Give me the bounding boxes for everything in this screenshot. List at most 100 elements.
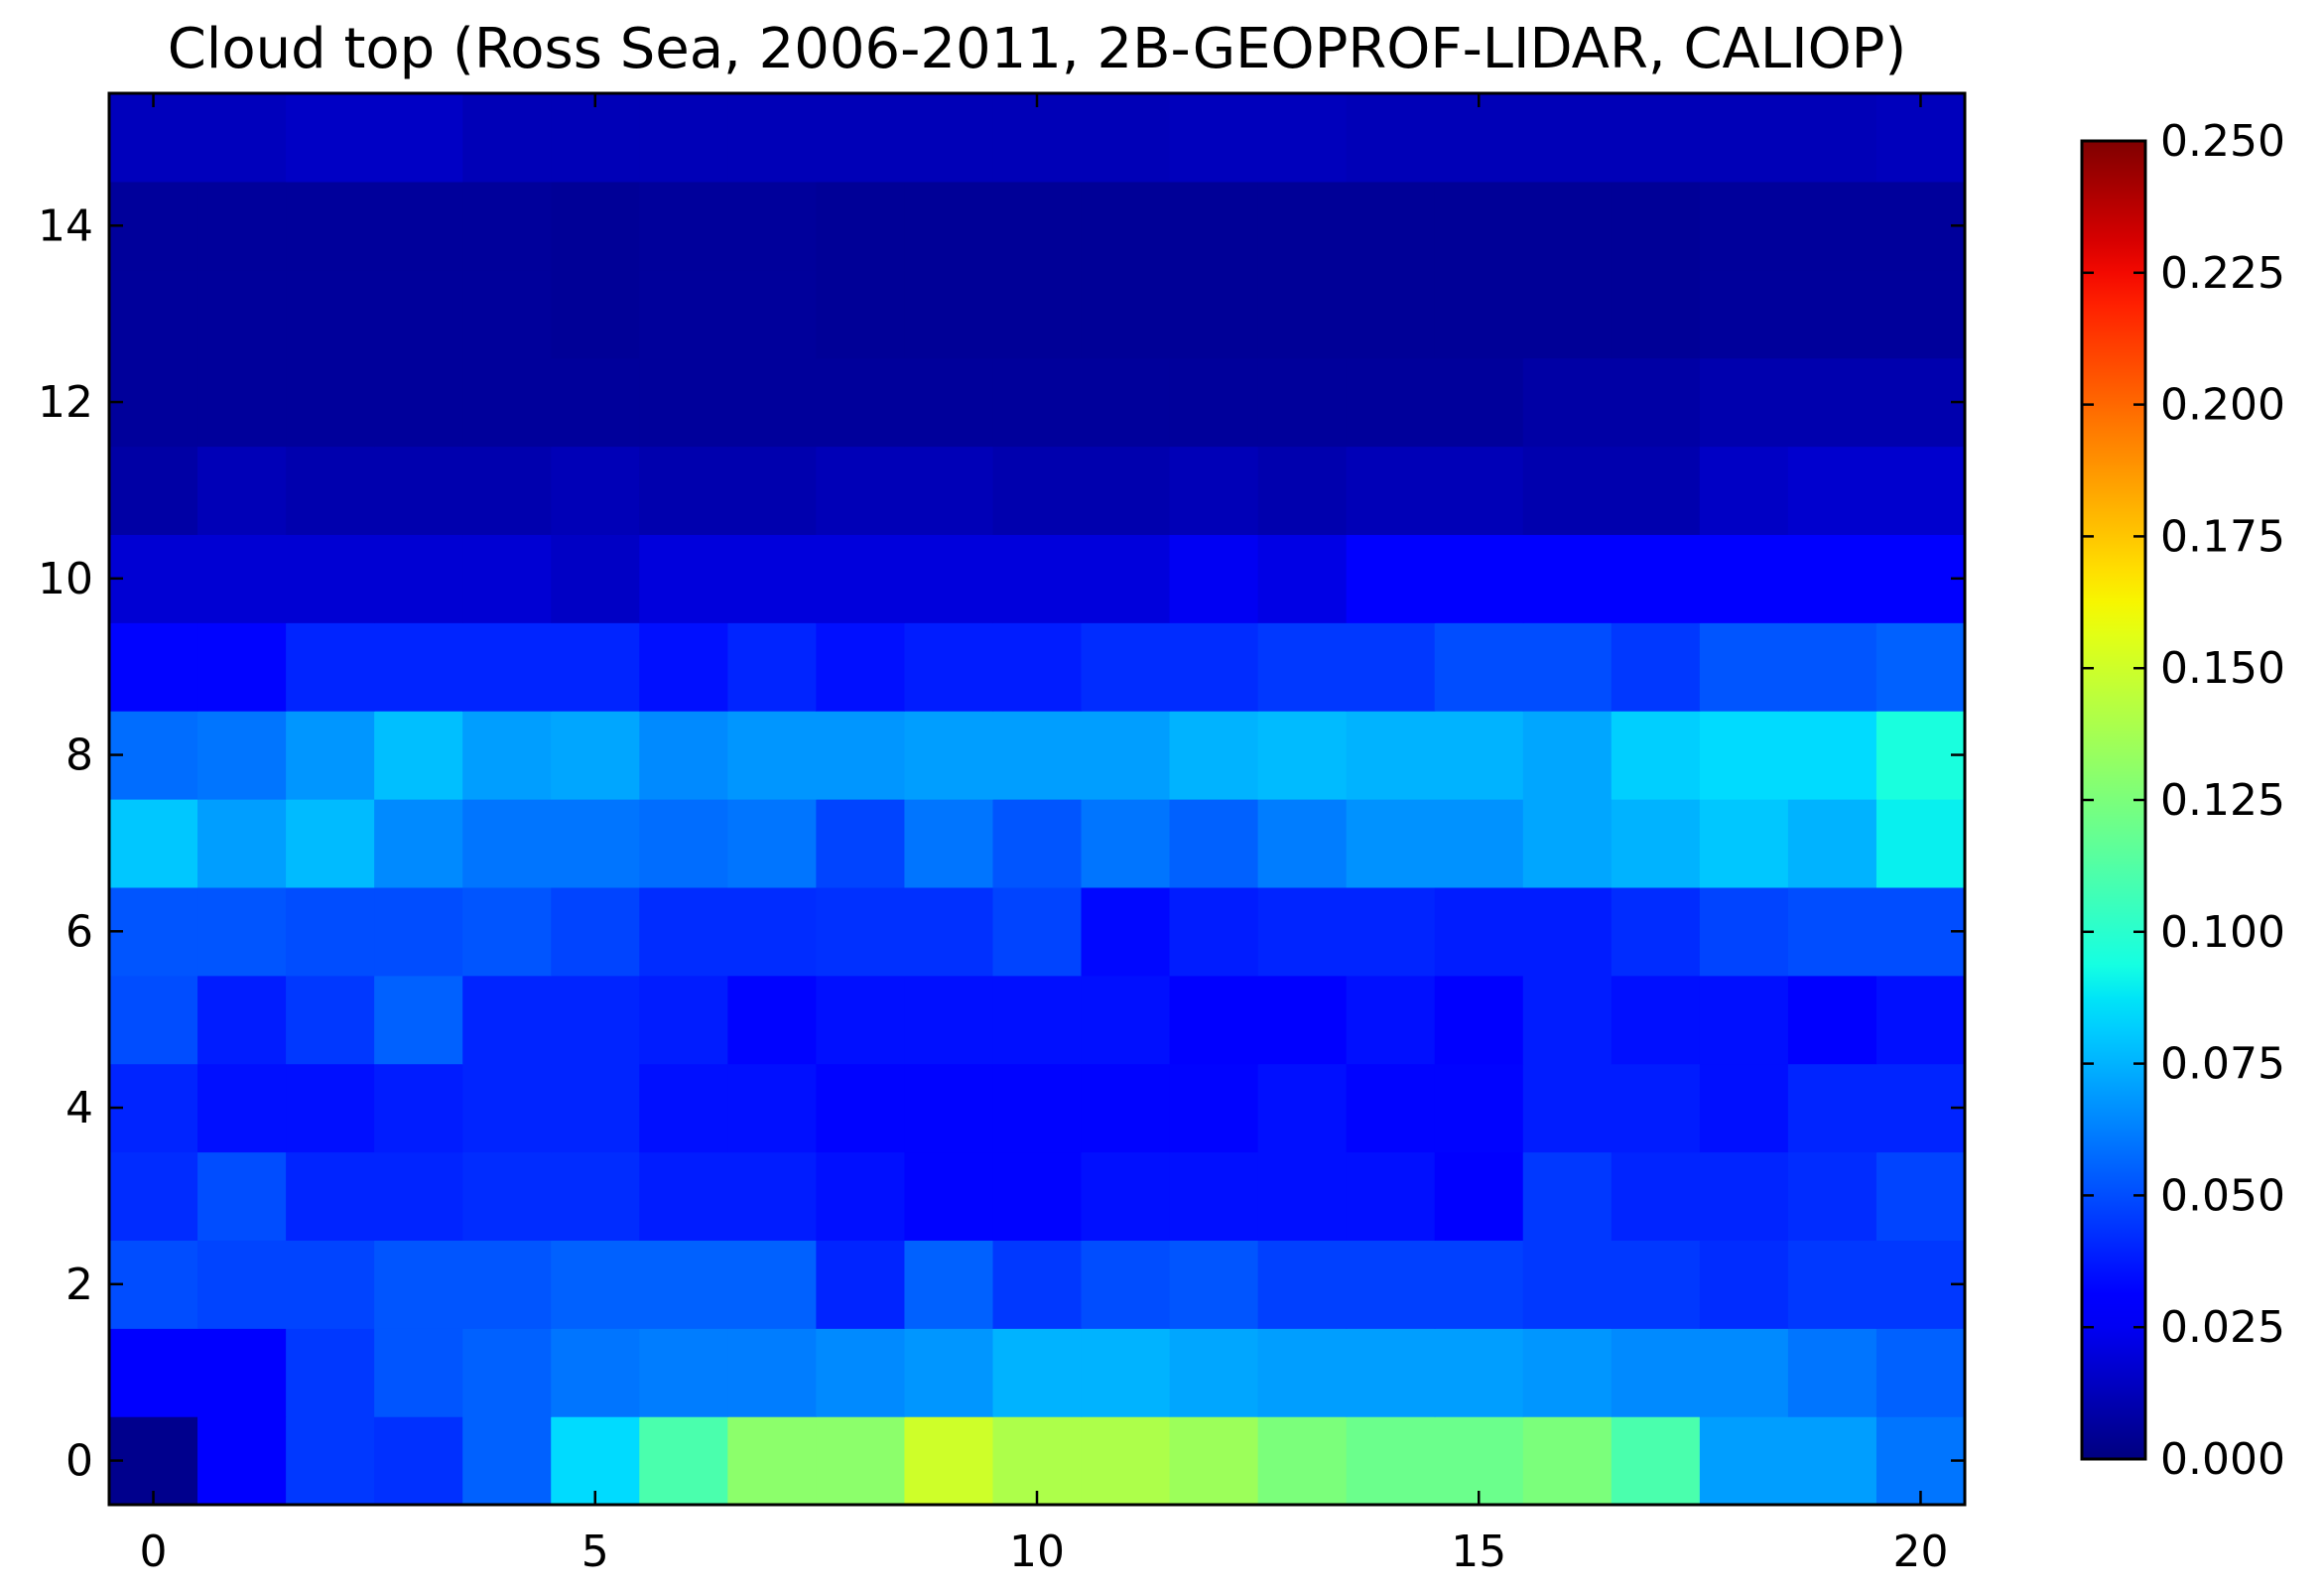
colorbar-tick-label: 0.100 [2160,907,2285,958]
heatmap-cell [727,886,817,977]
heatmap-cell [1875,1328,1966,1417]
heatmap-cell [1169,93,1259,183]
heatmap-cell [904,975,994,1065]
heatmap-cell [1787,1240,1877,1329]
heatmap-cell [816,1416,906,1506]
heatmap-cell [374,622,463,712]
heatmap-cell [1346,1063,1436,1153]
heatmap-cell [1434,622,1524,712]
heatmap-cell [286,1328,375,1417]
heatmap-cell [639,534,728,623]
heatmap-cell [904,269,994,359]
y-tick-label: 4 [65,1083,93,1133]
heatmap-cell [727,93,817,183]
heatmap-cell [992,975,1083,1065]
heatmap-cell [992,1240,1083,1329]
heatmap-cell [1699,1416,1789,1506]
heatmap-cell [1522,269,1613,359]
y-tick-label: 6 [65,906,93,957]
heatmap-cell [1346,622,1436,712]
heatmap-cell [1346,534,1436,623]
heatmap-cell [551,799,640,888]
heatmap-cell [109,1240,198,1329]
heatmap-cell [1257,1416,1348,1506]
heatmap-cell [1611,1240,1701,1329]
heatmap-cell [904,181,994,271]
heatmap-cell [1875,886,1966,977]
heatmap-cell [551,622,640,712]
heatmap-cell [286,269,375,359]
heatmap-cell [1257,622,1348,712]
heatmap-cell [639,711,728,800]
heatmap-cell [816,269,906,359]
heatmap-cell [109,711,198,800]
heatmap-cell [1434,1063,1524,1153]
heatmap-cell [374,1240,463,1329]
heatmap-cell [1787,975,1877,1065]
heatmap-cell [1522,357,1613,448]
heatmap-cell [1875,181,1966,271]
heatmap-cell [109,1151,198,1241]
heatmap-cell [1434,975,1524,1065]
heatmap-cell [374,357,463,448]
heatmap-cell [374,181,463,271]
heatmap-cell [1081,711,1171,800]
heatmap-cell [1875,1063,1966,1153]
heatmap-cell [1611,1151,1701,1241]
heatmap-cell [286,622,375,712]
heatmap-cell [374,93,463,183]
heatmap-cell [1787,886,1877,977]
heatmap-cell [1787,711,1877,800]
heatmap-cell [904,1063,994,1153]
heatmap-cell [374,711,463,800]
heatmap-cell [1169,534,1259,623]
heatmap-cell [1611,975,1701,1065]
heatmap-cell [551,1063,640,1153]
heatmap-cell [1081,886,1171,977]
heatmap-cell [462,1063,552,1153]
heatmap-cell [1081,799,1171,888]
heatmap-cell [551,357,640,448]
heatmap-cell [1434,799,1524,888]
heatmap-cell [727,1328,817,1417]
heatmap-cell [992,181,1083,271]
heatmap-cell [1699,1240,1789,1329]
heatmap-cells [109,93,1966,1506]
y-tick-label: 2 [65,1260,93,1310]
heatmap-cell [816,1240,906,1329]
x-axis: 0 5 10 15 20 [140,93,1948,1577]
heatmap-cell [1522,1240,1613,1329]
heatmap-cell [992,534,1083,623]
heatmap-cell [109,93,198,183]
heatmap-cell [1081,534,1171,623]
heatmap-cell [462,975,552,1065]
heatmap-cell [462,622,552,712]
heatmap-cell [109,622,198,712]
heatmap-cell [1257,357,1348,448]
heatmap-cell [816,446,906,535]
heatmap-cell [816,886,906,977]
heatmap-cell [1169,975,1259,1065]
heatmap-cell [1169,269,1259,359]
heatmap-cell [1169,886,1259,977]
heatmap-cell [462,1416,552,1506]
heatmap-cell [1257,799,1348,888]
heatmap-cell [1699,181,1789,271]
heatmap-cell [1699,269,1789,359]
heatmap-cell [992,1328,1083,1417]
heatmap-cell [992,269,1083,359]
heatmap-cell [462,886,552,977]
heatmap-cell [1875,357,1966,448]
heatmap-cell [1522,1328,1613,1417]
heatmap-cell [1875,622,1966,712]
heatmap-cell [904,1416,994,1506]
heatmap-cell [1699,886,1789,977]
heatmap-cell [197,181,287,271]
heatmap-cell [1346,181,1436,271]
heatmap-cell [1787,1151,1877,1241]
heatmap-cell [1611,269,1701,359]
heatmap-cell [816,1063,906,1153]
heatmap-cell [1257,534,1348,623]
heatmap-cell [1434,1416,1524,1506]
heatmap-cell [1611,446,1701,535]
